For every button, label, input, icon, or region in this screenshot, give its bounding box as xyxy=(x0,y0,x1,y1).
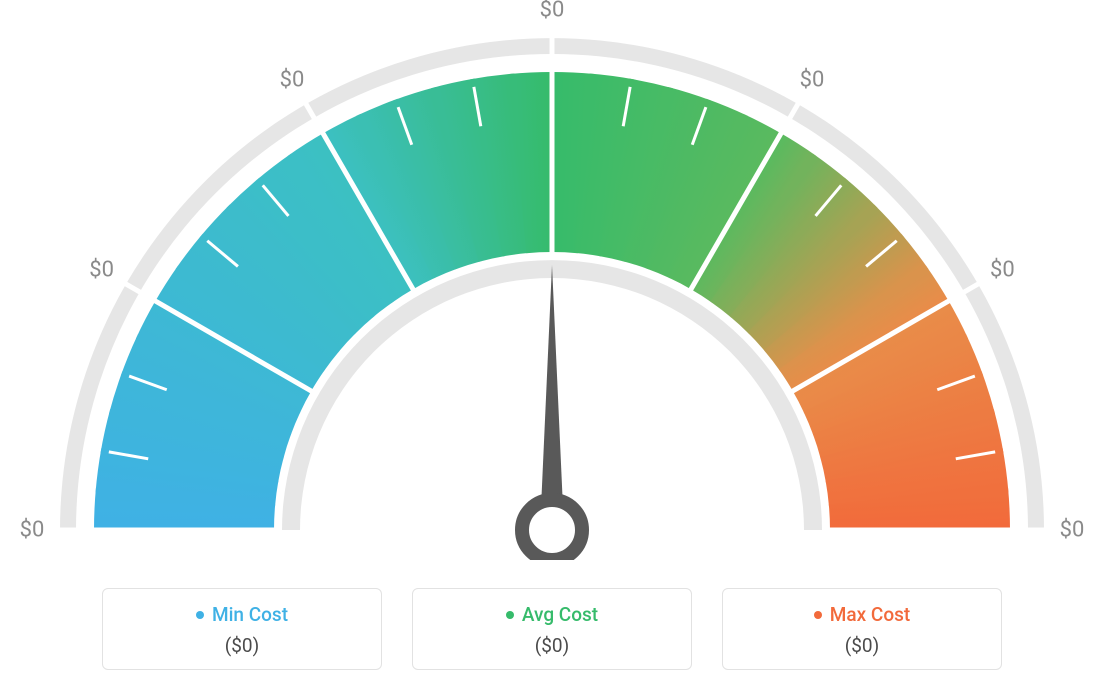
legend-row: Min Cost ($0) Avg Cost ($0) Max Cost ($0… xyxy=(0,588,1104,670)
legend-card-min: Min Cost ($0) xyxy=(102,588,382,670)
legend-card-avg: Avg Cost ($0) xyxy=(412,588,692,670)
legend-dot-min xyxy=(196,611,204,619)
legend-dot-max xyxy=(814,611,822,619)
legend-value-max: ($0) xyxy=(733,634,991,657)
legend-card-max: Max Cost ($0) xyxy=(722,588,1002,670)
gauge-tick-label: $0 xyxy=(540,0,565,23)
legend-title-avg: Avg Cost xyxy=(506,603,598,626)
gauge-tick-label: $0 xyxy=(20,518,45,543)
legend-dot-avg xyxy=(506,611,514,619)
legend-title-min: Min Cost xyxy=(196,603,288,626)
gauge-tick-label: $0 xyxy=(89,258,114,283)
legend-value-avg: ($0) xyxy=(423,634,681,657)
legend-title-min-text: Min Cost xyxy=(212,603,288,626)
gauge-tick-label: $0 xyxy=(990,258,1015,283)
legend-title-max-text: Max Cost xyxy=(830,603,910,626)
gauge-svg xyxy=(0,0,1104,560)
gauge-chart: $0 $0 $0 $0 $0 $0 $0 xyxy=(0,0,1104,560)
legend-title-avg-text: Avg Cost xyxy=(522,603,598,626)
legend-title-max: Max Cost xyxy=(814,603,910,626)
legend-value-min: ($0) xyxy=(113,634,371,657)
gauge-tick-label: $0 xyxy=(280,67,305,92)
gauge-tick-label: $0 xyxy=(800,67,825,92)
gauge-tick-label: $0 xyxy=(1060,518,1085,543)
